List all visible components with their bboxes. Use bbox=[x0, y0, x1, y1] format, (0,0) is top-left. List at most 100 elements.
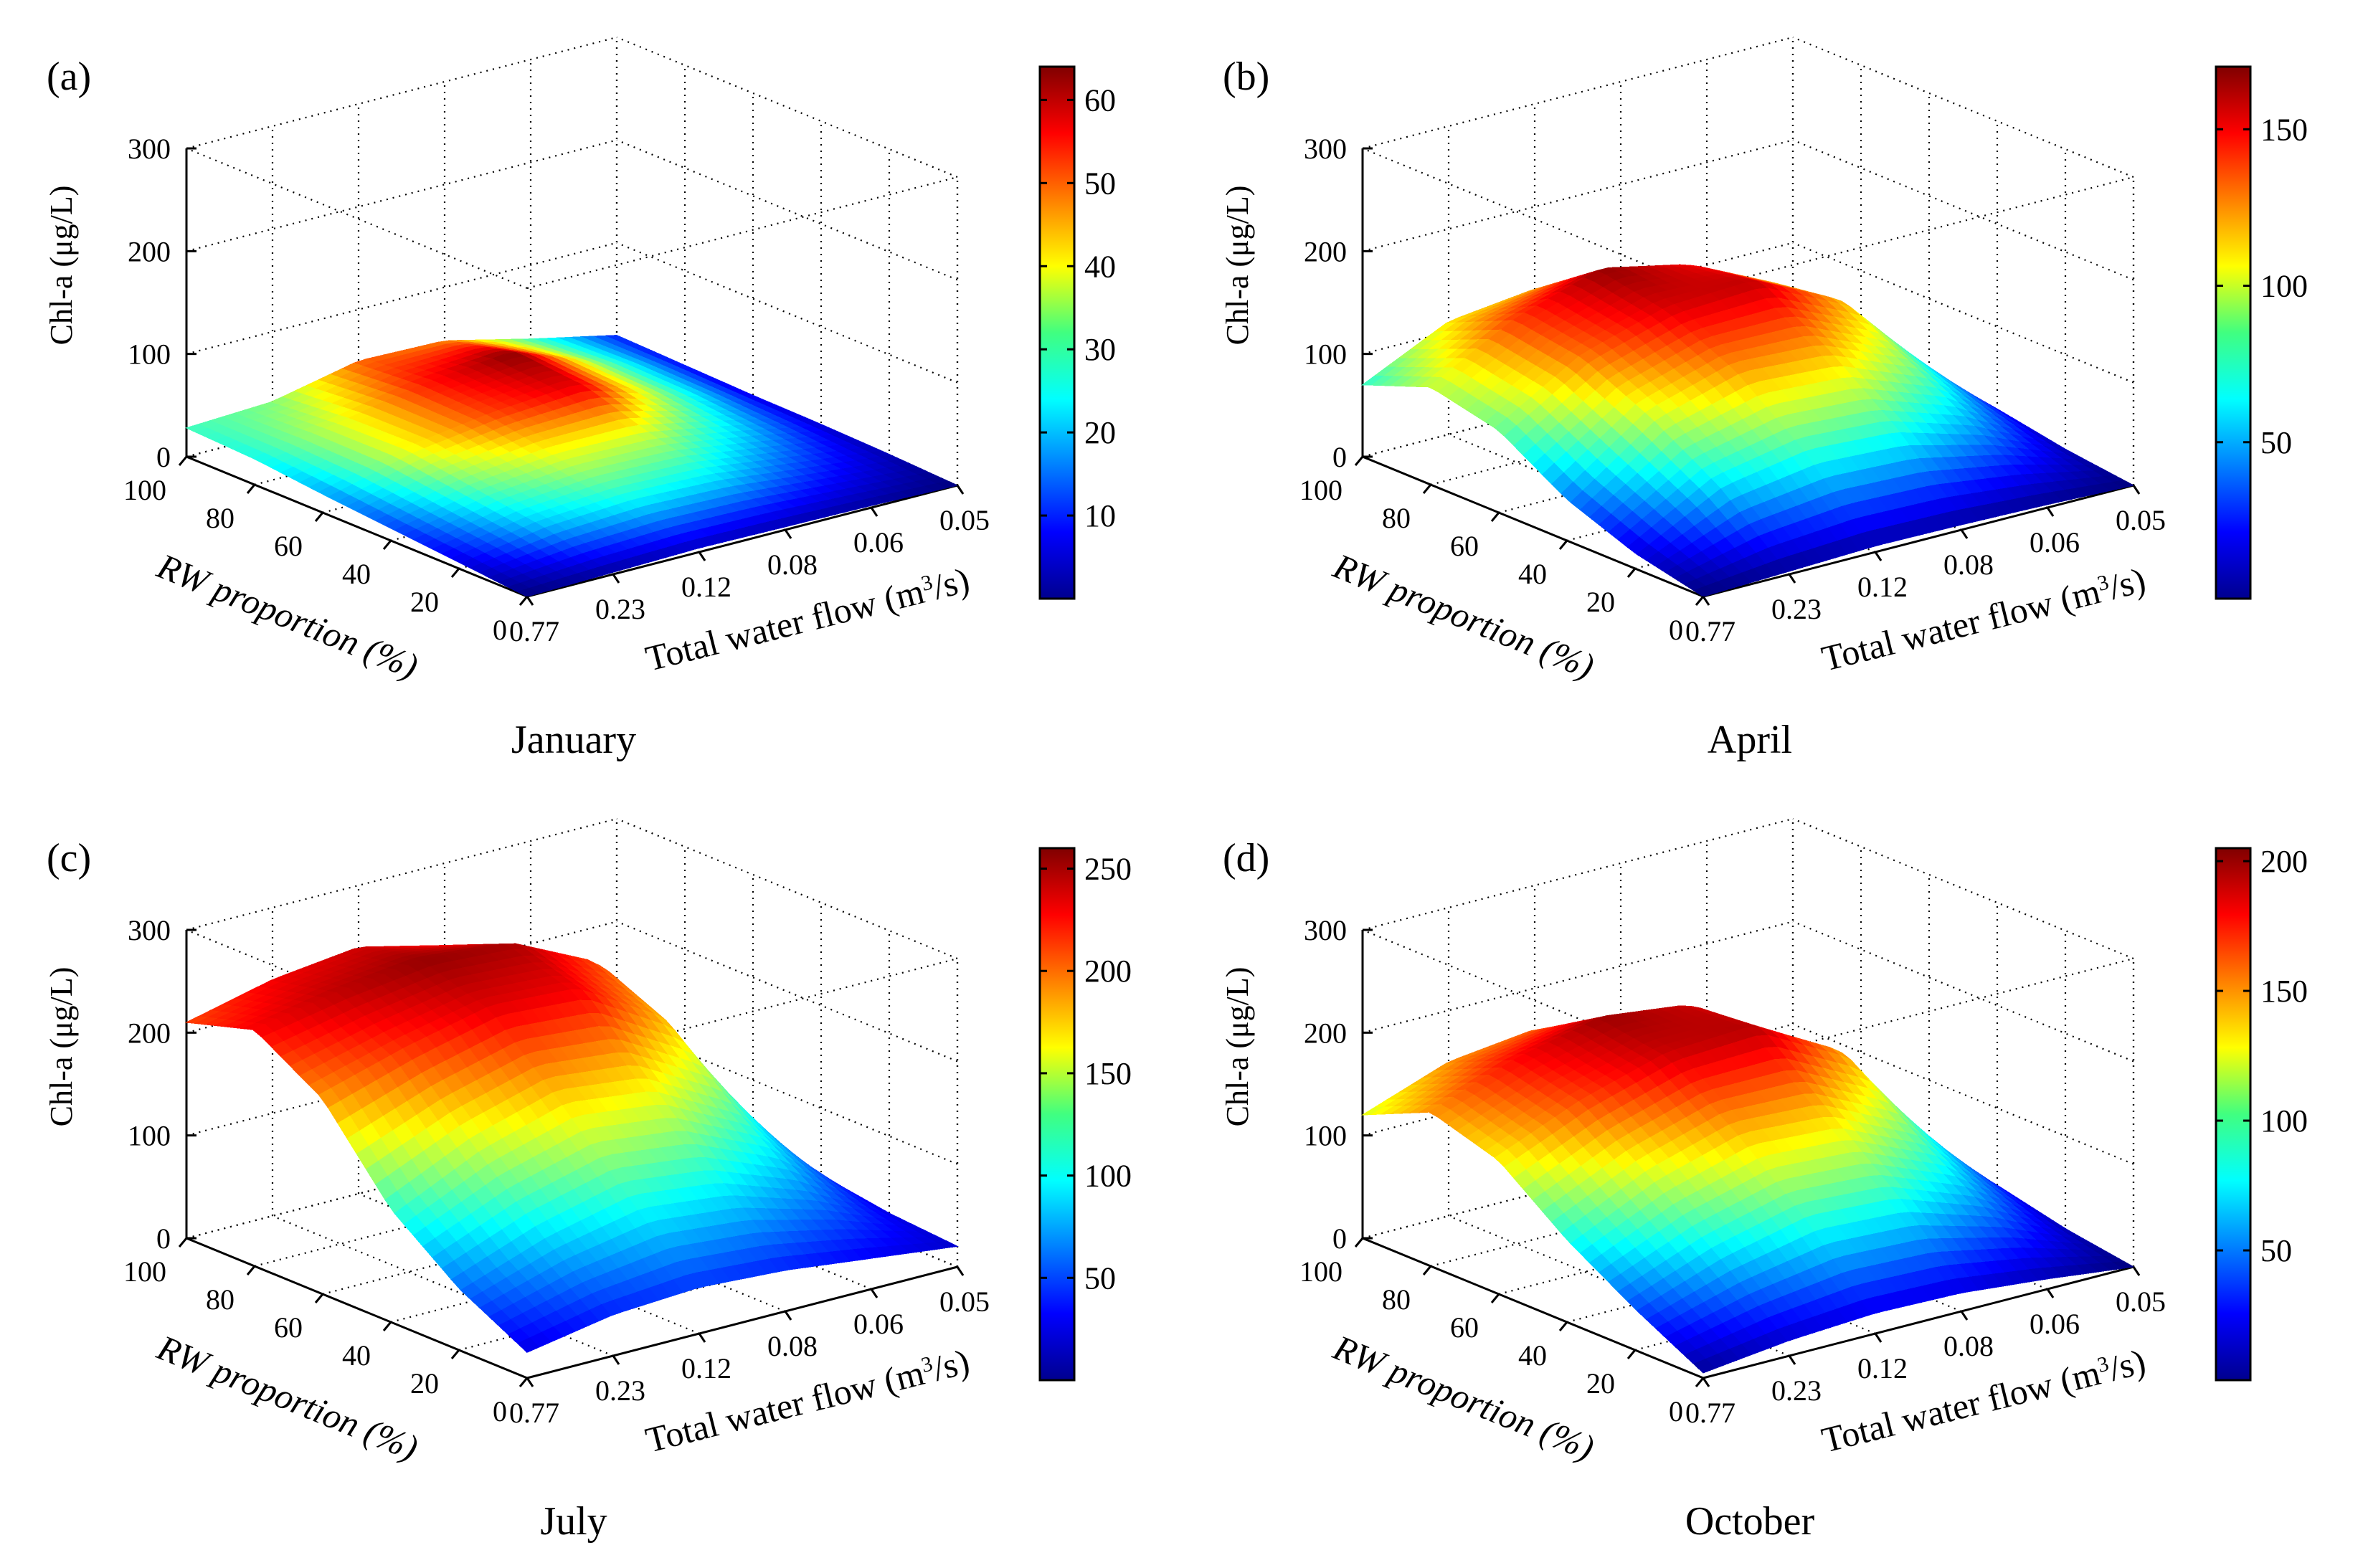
flow-tick-mark bbox=[613, 574, 619, 583]
flow-axis-label-tail: /s) bbox=[929, 1341, 973, 1388]
colorbar-tick-label: 10 bbox=[1084, 498, 1116, 533]
z-axis-label: Chl-a (μg/L) bbox=[44, 967, 79, 1127]
flow-axis-label-tail: /s) bbox=[929, 559, 973, 607]
month-title: April bbox=[1708, 718, 1792, 762]
z-tick-label: 0 bbox=[156, 441, 171, 473]
rw-tick-label: 60 bbox=[1450, 530, 1479, 562]
flow-tick-mark bbox=[1961, 530, 1967, 538]
rw-axis-label: RW proportion (%) bbox=[151, 546, 424, 687]
rw-tick-mark bbox=[247, 1266, 255, 1275]
flow-tick-label: 0.77 bbox=[509, 615, 559, 647]
flow-tick-mark bbox=[1703, 597, 1709, 605]
flow-tick-mark bbox=[785, 1311, 791, 1320]
z-tick-label: 200 bbox=[128, 235, 171, 267]
rw-tick-label: 0 bbox=[493, 1395, 507, 1427]
rw-tick-mark bbox=[179, 457, 186, 465]
grid-line bbox=[186, 37, 617, 148]
grid-line bbox=[186, 140, 617, 251]
rw-tick-mark bbox=[384, 1322, 391, 1331]
month-title: January bbox=[511, 718, 636, 762]
rw-tick-mark bbox=[520, 597, 527, 605]
rw-axis-label: RW proportion (%) bbox=[1327, 546, 1600, 687]
colorbar-tick-label: 150 bbox=[2260, 112, 2308, 147]
flow-tick-label: 0.23 bbox=[595, 593, 645, 625]
flow-tick-label: 0.05 bbox=[939, 1286, 990, 1318]
z-tick-label: 100 bbox=[128, 338, 171, 371]
colorbar-tick-label: 250 bbox=[1084, 852, 1132, 887]
z-axis-label: Chl-a (μg/L) bbox=[44, 186, 79, 346]
colorbar-tick-label: 50 bbox=[1084, 166, 1116, 201]
colorbar-gradient bbox=[2216, 67, 2250, 599]
flow-tick-mark bbox=[2047, 508, 2053, 516]
rw-tick-label: 0 bbox=[1669, 614, 1683, 646]
rw-tick-label: 100 bbox=[1299, 474, 1342, 506]
flow-tick-mark bbox=[699, 552, 705, 561]
flow-tick-label: 0.23 bbox=[1771, 593, 1822, 625]
z-tick-label: 300 bbox=[1304, 133, 1347, 165]
rw-tick-mark bbox=[1424, 485, 1431, 493]
flow-tick-mark bbox=[871, 508, 877, 516]
colorbar-tick-label: 100 bbox=[1084, 1159, 1132, 1194]
grid-line bbox=[1363, 140, 1793, 251]
colorbar-tick-label: 40 bbox=[1084, 249, 1116, 284]
colorbar-tick-label: 150 bbox=[1084, 1056, 1132, 1091]
colorbar-tick-label: 100 bbox=[2260, 269, 2308, 304]
colorbar-tick-label: 50 bbox=[1084, 1260, 1116, 1296]
z-tick-label: 200 bbox=[128, 1017, 171, 1049]
z-tick-label: 100 bbox=[1304, 338, 1347, 371]
rw-tick-label: 100 bbox=[123, 1255, 166, 1288]
grid-line bbox=[1363, 819, 1793, 930]
grid-line bbox=[617, 37, 957, 177]
flow-tick-label: 0.08 bbox=[767, 548, 818, 581]
flow-tick-label: 0.08 bbox=[1943, 548, 1994, 581]
colorbar-tick-label: 20 bbox=[1084, 415, 1116, 450]
grid-line bbox=[1793, 921, 2134, 1061]
rw-tick-label: 20 bbox=[1586, 586, 1615, 618]
flow-tick-mark bbox=[957, 1267, 963, 1275]
panel-label: (a) bbox=[47, 54, 91, 99]
flow-axis-label-tail: /s) bbox=[2105, 559, 2149, 607]
grid-line bbox=[186, 243, 617, 354]
rw-tick-label: 40 bbox=[1518, 558, 1547, 590]
grid-line bbox=[1793, 819, 2134, 959]
rw-tick-label: 80 bbox=[206, 502, 235, 534]
flow-tick-label: 0.06 bbox=[853, 526, 904, 559]
grid-line bbox=[1363, 921, 1793, 1032]
flow-tick-mark bbox=[613, 1356, 619, 1364]
flow-tick-mark bbox=[2134, 485, 2139, 494]
rw-tick-label: 20 bbox=[410, 586, 439, 618]
flow-tick-label: 0.05 bbox=[939, 504, 990, 536]
month-title: July bbox=[540, 1499, 607, 1544]
rw-tick-mark bbox=[247, 485, 255, 493]
colorbar-tick-label: 50 bbox=[2260, 425, 2292, 460]
flow-tick-label: 0.77 bbox=[509, 1397, 559, 1429]
flow-tick-mark bbox=[1875, 552, 1881, 561]
grid-line bbox=[1793, 37, 2134, 177]
rw-tick-label: 80 bbox=[206, 1283, 235, 1316]
rw-tick-mark bbox=[1628, 569, 1635, 577]
rw-tick-mark bbox=[316, 1294, 323, 1303]
rw-tick-mark bbox=[1492, 513, 1499, 521]
rw-tick-mark bbox=[316, 513, 323, 521]
colorbar-tick-label: 30 bbox=[1084, 332, 1116, 367]
grid-line bbox=[1793, 140, 2134, 280]
flow-tick-label: 0.12 bbox=[1857, 571, 1908, 603]
flow-tick-label: 0.12 bbox=[681, 571, 731, 603]
rw-tick-label: 80 bbox=[1382, 502, 1411, 534]
rw-tick-label: 60 bbox=[274, 530, 303, 562]
rw-tick-mark bbox=[520, 1378, 527, 1387]
flow-tick-label: 0.77 bbox=[1685, 615, 1735, 647]
flow-tick-mark bbox=[871, 1289, 877, 1298]
rw-tick-mark bbox=[384, 541, 391, 549]
rw-tick-label: 60 bbox=[274, 1311, 303, 1344]
rw-tick-label: 0 bbox=[493, 614, 507, 646]
rw-tick-mark bbox=[452, 569, 459, 577]
flow-tick-label: 0.23 bbox=[595, 1374, 645, 1407]
flow-tick-mark bbox=[699, 1334, 705, 1342]
grid-line bbox=[527, 177, 957, 288]
rw-tick-mark bbox=[179, 1238, 186, 1247]
